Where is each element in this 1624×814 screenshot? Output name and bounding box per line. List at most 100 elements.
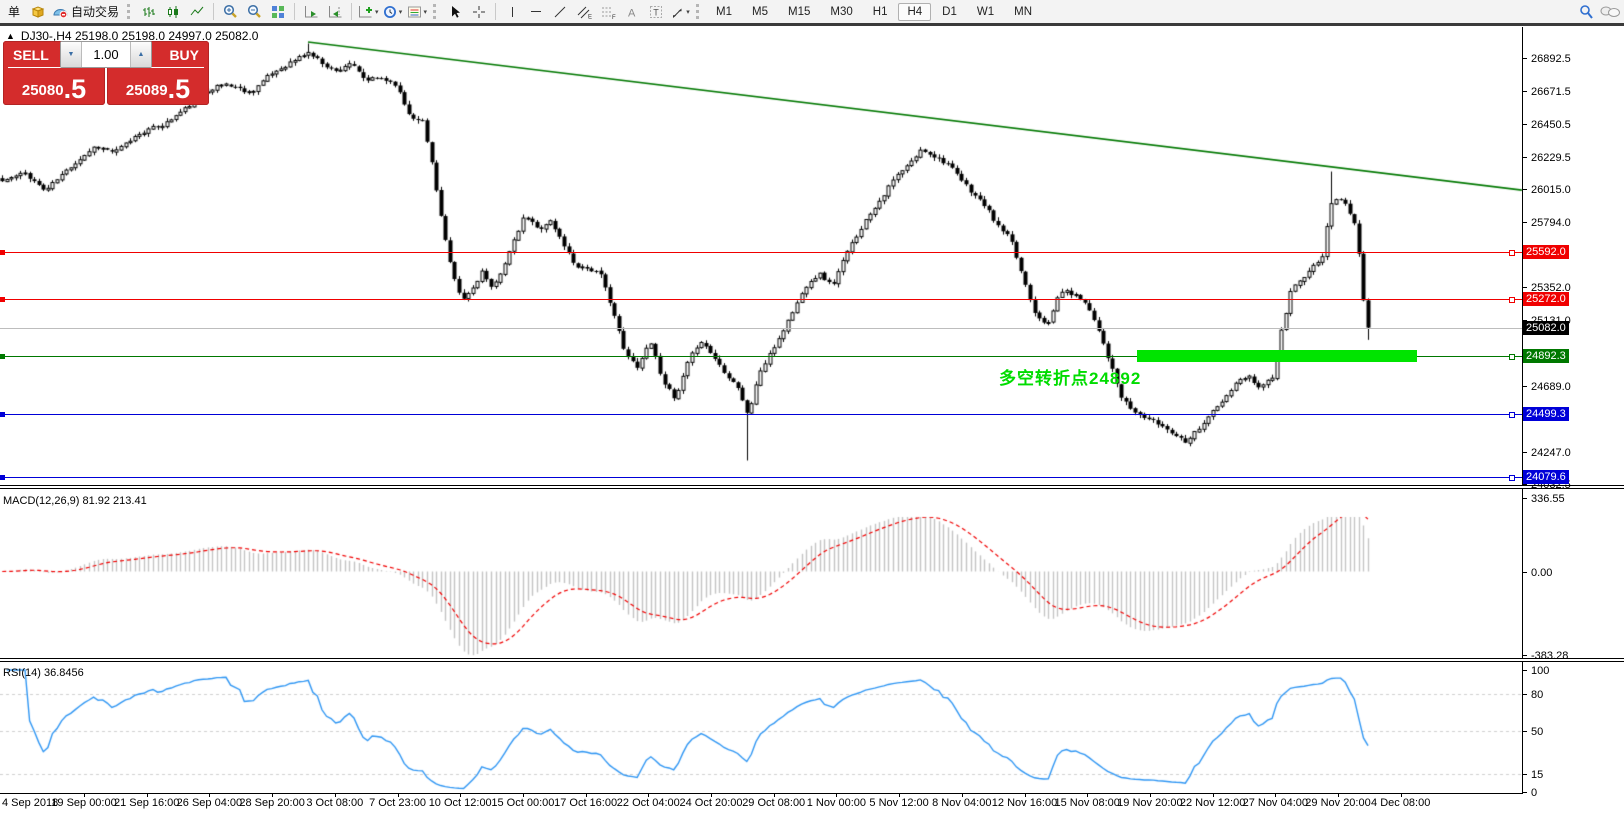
time-label: 19 Sep 00:00 xyxy=(51,797,117,809)
price-badge-24499.3: 24499.3 xyxy=(1523,407,1569,422)
time-tick xyxy=(335,793,336,797)
price-tick-label: 24689.0 xyxy=(1531,380,1571,393)
symbol-ohlc-text: DJ30-,H4 25198.0 25198.0 24997.0 25082.0 xyxy=(20,29,259,43)
time-label: 24 Oct 20:00 xyxy=(679,797,743,809)
volume-value[interactable]: 1.00 xyxy=(93,47,119,62)
macd-pane-separator[interactable] xyxy=(0,485,1624,489)
time-tick xyxy=(1025,793,1026,797)
macd-tick-label: 336.55 xyxy=(1531,492,1565,505)
price-badge-25272.0: 25272.0 xyxy=(1523,292,1569,307)
time-label: 10 Oct 12:00 xyxy=(428,797,492,809)
support-line-24499-right-handle[interactable] xyxy=(1509,412,1515,418)
time-label: 21 Sep 16:00 xyxy=(113,797,180,809)
time-label: 1 Nov 00:00 xyxy=(806,797,867,809)
macd-tick xyxy=(1522,498,1527,499)
sell-separator xyxy=(8,67,100,68)
time-tick xyxy=(962,793,963,797)
support-line-24079-left-handle[interactable] xyxy=(0,475,5,480)
buy-label: BUY xyxy=(169,47,199,63)
time-label: 15 Nov 08:00 xyxy=(1054,797,1120,809)
time-tick xyxy=(209,793,210,797)
rsi-tick-label: 50 xyxy=(1531,725,1544,738)
price-tick xyxy=(1522,320,1527,321)
rsi-tick xyxy=(1522,731,1527,732)
price-tick-label: 24247.0 xyxy=(1531,446,1571,459)
time-label: 22 Nov 12:00 xyxy=(1179,797,1246,809)
price-tick xyxy=(1522,386,1527,387)
chart-ohlc-title: ▲ DJ30-,H4 25198.0 25198.0 24997.0 25082… xyxy=(6,29,258,43)
resistance-line-25272[interactable] xyxy=(0,299,1522,300)
support-line-24499[interactable] xyxy=(0,414,1522,415)
price-tick xyxy=(1522,222,1527,223)
rsi-label: RSI(14) 36.8456 xyxy=(3,667,84,679)
support-line-24892-left-handle[interactable] xyxy=(0,354,5,359)
time-tick xyxy=(460,793,461,797)
support-line-24892[interactable] xyxy=(0,356,1522,357)
price-tick-label: 26450.5 xyxy=(1531,118,1571,131)
time-tick xyxy=(836,793,837,797)
time-label: 4 Sep 2018 xyxy=(2,797,59,809)
price-tick xyxy=(1522,91,1527,92)
resistance-line-25592[interactable] xyxy=(0,252,1522,253)
time-tick xyxy=(84,793,85,797)
price-badge-25592.0: 25592.0 xyxy=(1523,244,1569,259)
time-label: 12 Nov 16:00 xyxy=(991,797,1058,809)
price-tick xyxy=(1522,452,1527,453)
resistance-line-25592-left-handle[interactable] xyxy=(0,250,5,255)
volume-decrease-button[interactable]: ▼ xyxy=(61,42,82,67)
support-line-24499-left-handle[interactable] xyxy=(0,412,5,417)
rsi-tick-label: 0 xyxy=(1531,786,1538,799)
macd-tick xyxy=(1522,655,1527,656)
price-tick xyxy=(1522,189,1527,190)
one-click-trading-widget: SELL 25080.5 BUY 25089.5 ▼ 1.00 ▲ xyxy=(3,41,209,105)
price-badge-24892.3: 24892.3 xyxy=(1523,348,1569,363)
macd-label: MACD(12,26,9) 81.92 213.41 xyxy=(3,495,147,507)
time-label: 27 Nov 04:00 xyxy=(1242,797,1309,809)
resistance-line-25272-left-handle[interactable] xyxy=(0,297,5,302)
rsi-tick-label: 15 xyxy=(1531,768,1544,781)
time-label: 3 Oct 08:00 xyxy=(306,797,364,809)
rsi-tick xyxy=(1522,792,1527,793)
time-tick xyxy=(272,793,273,797)
time-tick xyxy=(1150,793,1151,797)
rsi-tick xyxy=(1522,694,1527,695)
rsi-tick xyxy=(1522,670,1527,671)
price-axis-line[interactable] xyxy=(1522,27,1523,793)
price-badge-25082.0: 25082.0 xyxy=(1523,320,1569,335)
time-label: 28 Sep 20:00 xyxy=(239,797,305,809)
support-line-24079-right-handle[interactable] xyxy=(1509,475,1515,481)
price-tick xyxy=(1522,157,1527,158)
time-tick xyxy=(398,793,399,797)
time-label: 19 Nov 20:00 xyxy=(1117,797,1183,809)
time-label: 15 Oct 00:00 xyxy=(491,797,555,809)
support-line-24079[interactable] xyxy=(0,477,1522,478)
resistance-line-25592-right-handle[interactable] xyxy=(1509,250,1515,256)
rsi-pane-separator[interactable] xyxy=(0,658,1624,662)
volume-control: ▼ 1.00 ▲ xyxy=(60,41,152,68)
price-tick-label: 26015.0 xyxy=(1531,183,1571,196)
support-highlight-zone[interactable] xyxy=(1137,350,1417,362)
sell-label: SELL xyxy=(13,47,49,63)
rsi-tick xyxy=(1522,774,1527,775)
volume-increase-button[interactable]: ▲ xyxy=(130,42,151,67)
time-tick xyxy=(774,793,775,797)
price-tick-label: 26229.5 xyxy=(1531,151,1571,164)
time-tick xyxy=(1087,793,1088,797)
buy-separator xyxy=(112,67,204,68)
collapse-triangle-icon[interactable]: ▲ xyxy=(6,30,15,41)
price-tick xyxy=(1522,58,1527,59)
time-label: 8 Nov 04:00 xyxy=(932,797,992,809)
time-tick xyxy=(586,793,587,797)
time-label: 4 Dec 08:00 xyxy=(1371,797,1431,809)
support-line-24892-right-handle[interactable] xyxy=(1509,354,1515,360)
time-axis-line[interactable] xyxy=(0,793,1523,794)
price-tick-label: 25352.0 xyxy=(1531,281,1571,294)
pivot-annotation-text[interactable]: 多空转折点24892 xyxy=(999,369,1142,388)
time-tick xyxy=(711,793,712,797)
time-tick xyxy=(1213,793,1214,797)
resistance-line-25272-right-handle[interactable] xyxy=(1509,297,1515,303)
current-price-line[interactable] xyxy=(0,328,1522,329)
